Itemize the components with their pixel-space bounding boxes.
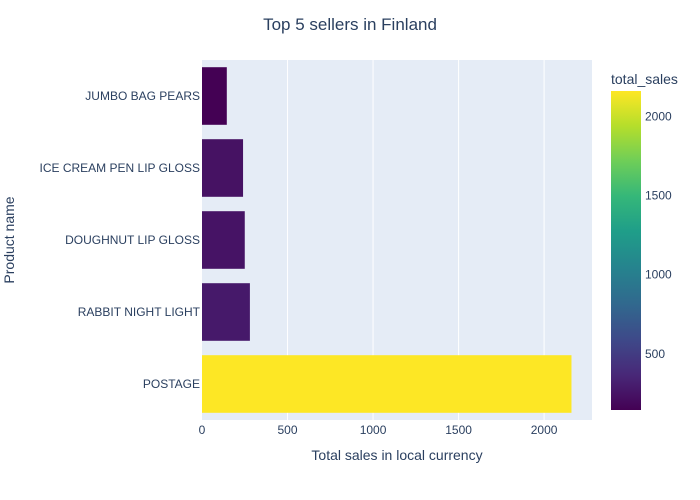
colorbar-tick-label: 1500 [645,188,672,202]
x-tick-label: 0 [199,423,206,437]
x-tick-label: 500 [278,423,298,437]
colorbar: total_sales 500 1000 1500 2000 [611,71,678,410]
y-tick-label: RABBIT NIGHT LIGHT [78,305,201,319]
x-axis-ticks: 0 500 1000 1500 2000 [199,423,558,437]
colorbar-gradient [611,91,641,410]
y-axis-ticks: POSTAGE RABBIT NIGHT LIGHT DOUGHNUT LIP GL… [40,89,201,391]
colorbar-ticks: 500 1000 1500 2000 [645,109,672,360]
x-tick-label: 1000 [360,423,387,437]
bar [202,211,245,269]
colorbar-tick-label: 2000 [645,109,672,123]
bar [202,67,227,125]
chart-title: Top 5 sellers in Finland [263,15,437,34]
bar [202,355,572,413]
x-axis-title: Total sales in local currency [311,447,482,463]
y-tick-label: DOUGHNUT LIP GLOSS [65,233,200,247]
x-tick-label: 2000 [531,423,558,437]
bar [202,139,244,197]
bar [202,283,250,341]
colorbar-tick-label: 500 [645,347,665,361]
bars [202,67,572,413]
colorbar-tick-label: 1000 [645,268,672,282]
y-tick-label: ICE CREAM PEN LIP GLOSS [40,161,201,175]
x-tick-label: 1500 [445,423,472,437]
y-axis-title: Product name [1,196,17,283]
y-tick-label: POSTAGE [143,377,200,391]
colorbar-title: total_sales [611,71,678,87]
y-tick-label: JUMBO BAG PEARS [85,89,200,103]
